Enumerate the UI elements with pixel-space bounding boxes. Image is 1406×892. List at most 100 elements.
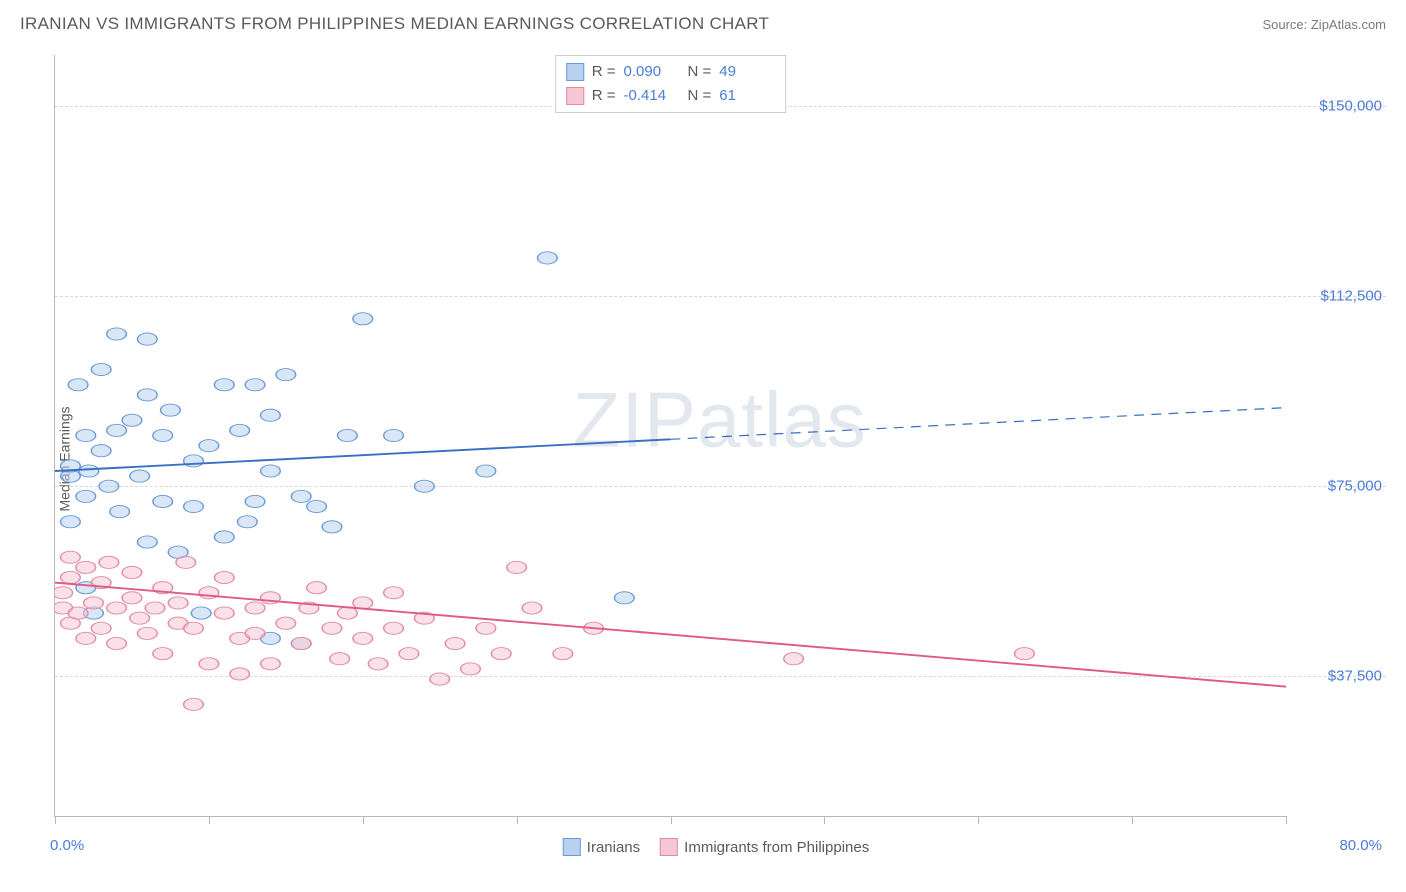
data-point	[61, 551, 81, 563]
x-tick	[671, 816, 672, 824]
legend-series-label: Iranians	[587, 839, 640, 856]
legend-item: Iranians	[563, 838, 640, 856]
correlation-legend: R =0.090N =49R =-0.414N =61	[555, 55, 787, 113]
data-point	[199, 658, 219, 670]
data-point	[137, 389, 157, 401]
data-point	[99, 556, 119, 568]
data-point	[230, 668, 250, 680]
data-point	[176, 556, 196, 568]
correlation-legend-row: R = 0.090 N = 49	[566, 60, 776, 84]
plot-region: ZIPatlas R =0.090N =49R =-0.414N =61 $37…	[54, 55, 1286, 817]
data-point	[245, 379, 265, 391]
data-point	[76, 632, 96, 644]
data-point	[137, 627, 157, 639]
data-point	[230, 424, 250, 436]
x-tick	[363, 816, 364, 824]
data-point	[245, 627, 265, 639]
data-point	[68, 607, 88, 619]
x-tick	[1132, 816, 1133, 824]
data-point	[461, 663, 481, 675]
x-axis-min-label: 0.0%	[50, 837, 84, 854]
chart-area: Median Earnings ZIPatlas R =0.090N =49R …	[46, 55, 1386, 862]
data-point	[399, 648, 419, 660]
data-point	[476, 622, 496, 634]
source-attribution: Source: ZipAtlas.com	[1262, 17, 1386, 32]
y-tick-label: $75,000	[1328, 478, 1382, 495]
data-point	[214, 571, 234, 583]
data-point	[184, 698, 204, 710]
data-point	[276, 369, 296, 381]
legend-n-label: N =	[688, 60, 712, 84]
data-point	[214, 607, 234, 619]
y-tick-label: $150,000	[1319, 97, 1382, 114]
legend-series-label: Immigrants from Philippines	[684, 839, 869, 856]
data-point	[122, 592, 142, 604]
data-point	[184, 622, 204, 634]
data-point	[191, 607, 211, 619]
legend-r-label: R =	[592, 60, 616, 84]
legend-swatch	[566, 63, 584, 81]
regression-line-extrapolated	[671, 408, 1287, 440]
data-point	[276, 617, 296, 629]
data-point	[384, 429, 404, 441]
data-point	[107, 328, 127, 340]
data-point	[214, 379, 234, 391]
data-point	[214, 531, 234, 543]
legend-r-value: 0.090	[624, 60, 680, 84]
data-point	[522, 602, 542, 614]
data-point	[76, 429, 96, 441]
data-point	[122, 566, 142, 578]
data-point	[261, 465, 281, 477]
data-point	[261, 658, 281, 670]
series-legend: Iranians Immigrants from Philippines	[563, 838, 869, 856]
data-point	[161, 404, 181, 416]
correlation-legend-row: R =-0.414N =61	[566, 84, 776, 108]
data-point	[384, 587, 404, 599]
x-axis-max-label: 80.0%	[1339, 837, 1382, 854]
data-point	[245, 495, 265, 507]
data-point	[153, 495, 173, 507]
legend-swatch	[563, 838, 581, 856]
x-tick	[209, 816, 210, 824]
data-point	[237, 516, 257, 528]
data-point	[130, 612, 150, 624]
data-point	[99, 480, 119, 492]
data-point	[153, 429, 173, 441]
legend-swatch	[660, 838, 678, 856]
data-point	[76, 490, 96, 502]
data-point	[338, 429, 358, 441]
data-point	[307, 582, 327, 594]
scatter-svg	[55, 55, 1286, 816]
legend-swatch	[566, 87, 584, 105]
data-point	[291, 637, 311, 649]
legend-n-value: 49	[719, 60, 775, 84]
data-point	[353, 632, 373, 644]
data-point	[122, 414, 142, 426]
data-point	[110, 506, 130, 518]
data-point	[414, 480, 434, 492]
data-point	[137, 536, 157, 548]
data-point	[553, 648, 573, 660]
data-point	[61, 516, 81, 528]
data-point	[84, 597, 104, 609]
data-point	[130, 470, 150, 482]
data-point	[538, 252, 558, 264]
data-point	[476, 465, 496, 477]
data-point	[199, 440, 219, 452]
data-point	[384, 622, 404, 634]
chart-title: IRANIAN VS IMMIGRANTS FROM PHILIPPINES M…	[20, 14, 769, 34]
data-point	[153, 648, 173, 660]
data-point	[614, 592, 634, 604]
x-tick	[517, 816, 518, 824]
data-point	[61, 571, 81, 583]
x-tick	[978, 816, 979, 824]
data-point	[445, 637, 465, 649]
data-point	[322, 622, 342, 634]
legend-item: Immigrants from Philippines	[660, 838, 869, 856]
data-point	[368, 658, 388, 670]
legend-r-value: -0.414	[624, 84, 680, 108]
data-point	[107, 637, 127, 649]
legend-n-label: N =	[688, 84, 712, 108]
data-point	[55, 587, 73, 599]
y-tick-label: $37,500	[1328, 668, 1382, 685]
